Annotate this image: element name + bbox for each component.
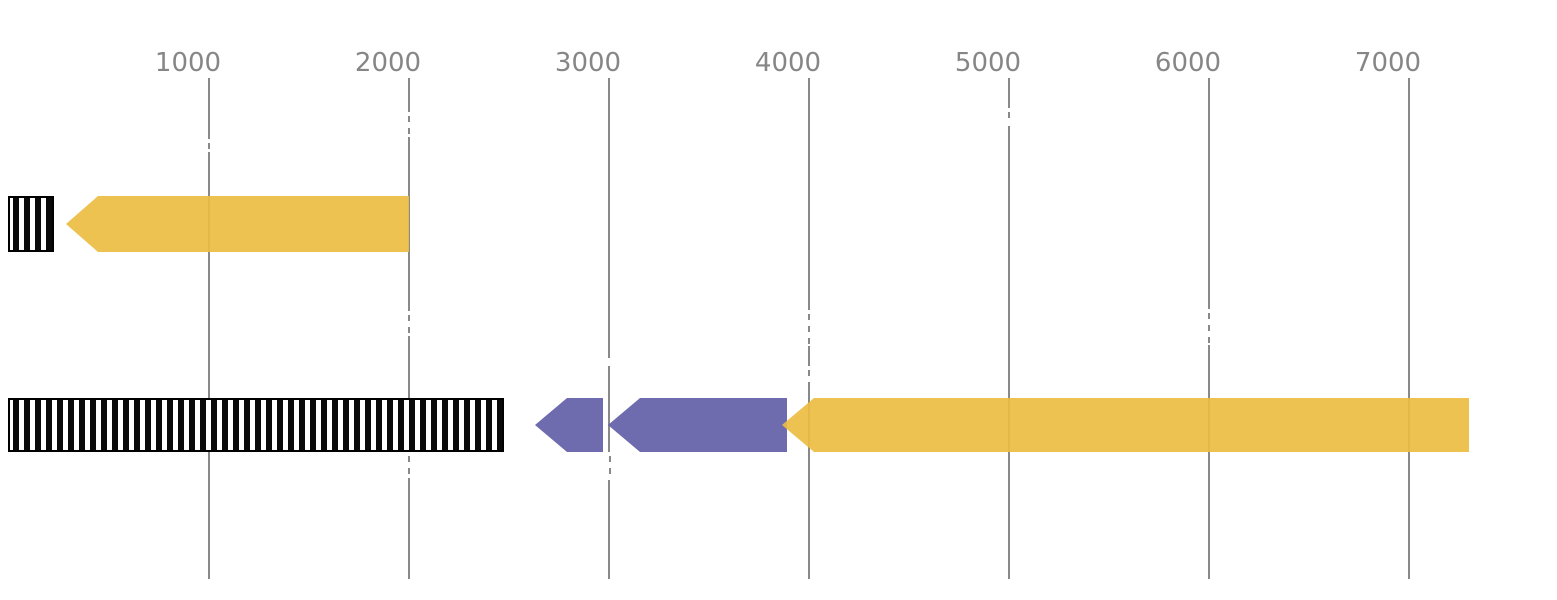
gridline-gap-dash	[1008, 112, 1010, 118]
gridline-gap-dash	[408, 327, 410, 333]
feature-arrow	[608, 398, 787, 452]
feature-arrow	[782, 398, 1469, 452]
tick-label: 6000	[1155, 48, 1221, 78]
tick-label: 3000	[555, 48, 621, 78]
gridline-gap	[607, 452, 613, 480]
gridline-gap-dash	[208, 143, 210, 149]
gridline-gap-dash	[408, 116, 410, 122]
gridline-gap	[406, 311, 412, 336]
gridline-gap-dash	[609, 456, 611, 462]
gridline-gap-dash	[408, 315, 410, 321]
gridline-gap-dash	[1208, 325, 1210, 331]
tick-label: 7000	[1355, 48, 1421, 78]
gridline-gap	[406, 112, 412, 137]
gridline-gap-dash	[1208, 337, 1210, 343]
tick-label: 4000	[755, 48, 821, 78]
feature-hatched-box	[8, 398, 504, 452]
features-group	[8, 196, 1469, 452]
tick-label: 1000	[155, 48, 221, 78]
gridline-gap-dash	[1208, 313, 1210, 319]
feature-arrow	[66, 196, 409, 252]
gridline-gap-dash	[408, 128, 410, 134]
gridline-gap-dash	[808, 382, 810, 388]
gridline-gap-dash	[609, 468, 611, 474]
gridline-gaps-group	[206, 108, 1212, 480]
gridline-gap-dash	[808, 314, 810, 320]
tick-labels-group: 1000 2000 3000 4000 5000 6000 7000	[155, 48, 1421, 78]
gridline-gap-dash	[808, 326, 810, 332]
gridline-gap-dash	[808, 338, 810, 344]
tick-label: 5000	[955, 48, 1021, 78]
feature-arrow	[535, 398, 603, 452]
gridline-gap	[806, 366, 812, 388]
tick-label: 2000	[355, 48, 421, 78]
gridline-gap-dash	[408, 456, 410, 462]
gridline-gap	[406, 452, 412, 478]
feature-hatched-box	[8, 196, 54, 252]
gridline-gap-dash	[808, 370, 810, 376]
gridline-gap-dash	[408, 468, 410, 474]
gridline-gap	[607, 358, 613, 366]
